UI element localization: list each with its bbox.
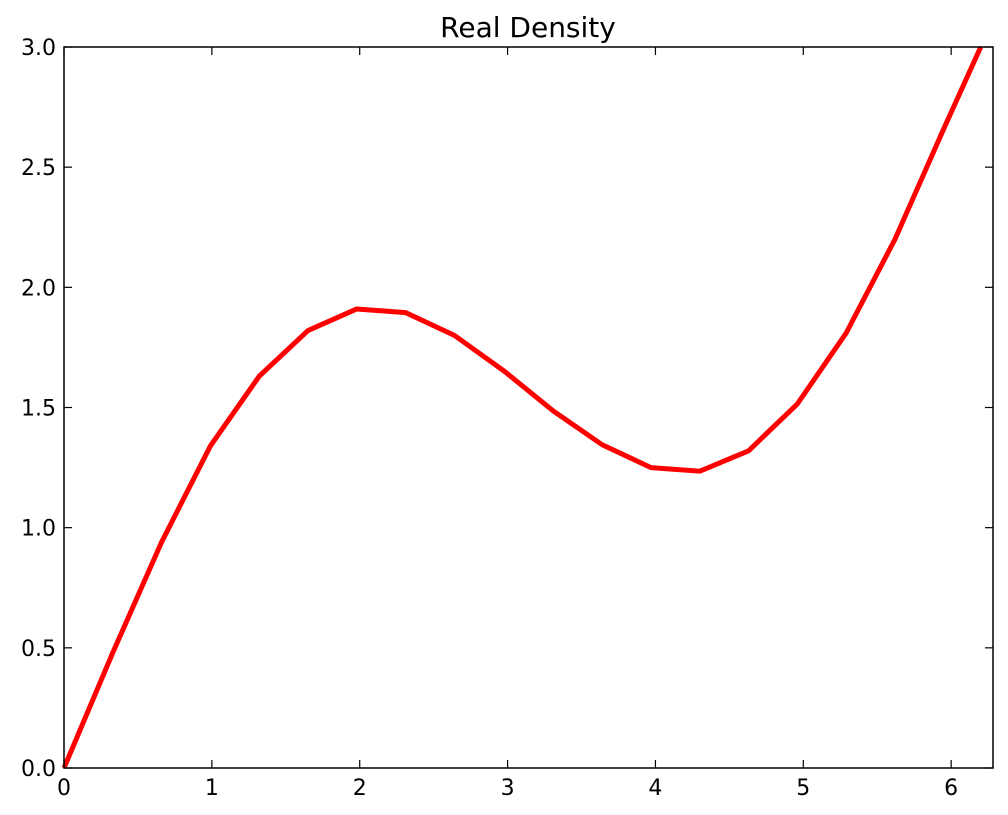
- plot-area: [64, 47, 993, 768]
- y-tick-label: 0.5: [21, 637, 56, 662]
- x-tick-label: 6: [944, 776, 958, 801]
- y-tick-label: 1.0: [21, 517, 56, 542]
- x-tick-label: 5: [796, 776, 810, 801]
- y-tick-label: 1.5: [21, 397, 56, 422]
- x-tick-label: 4: [648, 776, 662, 801]
- y-tick-label: 2.0: [21, 276, 56, 301]
- y-tick-label: 0.0: [21, 757, 56, 782]
- axes: 0 1 2 3 4 5 6 0.0 0.5 1.0 1.5 2.0 2.5 3.0: [21, 36, 994, 801]
- x-tick-label: 1: [205, 776, 219, 801]
- x-tick-label: 3: [501, 776, 515, 801]
- plot-background: [64, 47, 993, 768]
- x-tick-label: 0: [57, 776, 71, 801]
- x-tick-label: 2: [353, 776, 367, 801]
- series-line-0: [61, 45, 984, 769]
- y-tick-label: 2.5: [21, 156, 56, 181]
- y-tick-label: 3.0: [21, 36, 56, 61]
- chart-title: Real Density: [440, 11, 616, 44]
- series-layer: [61, 45, 984, 769]
